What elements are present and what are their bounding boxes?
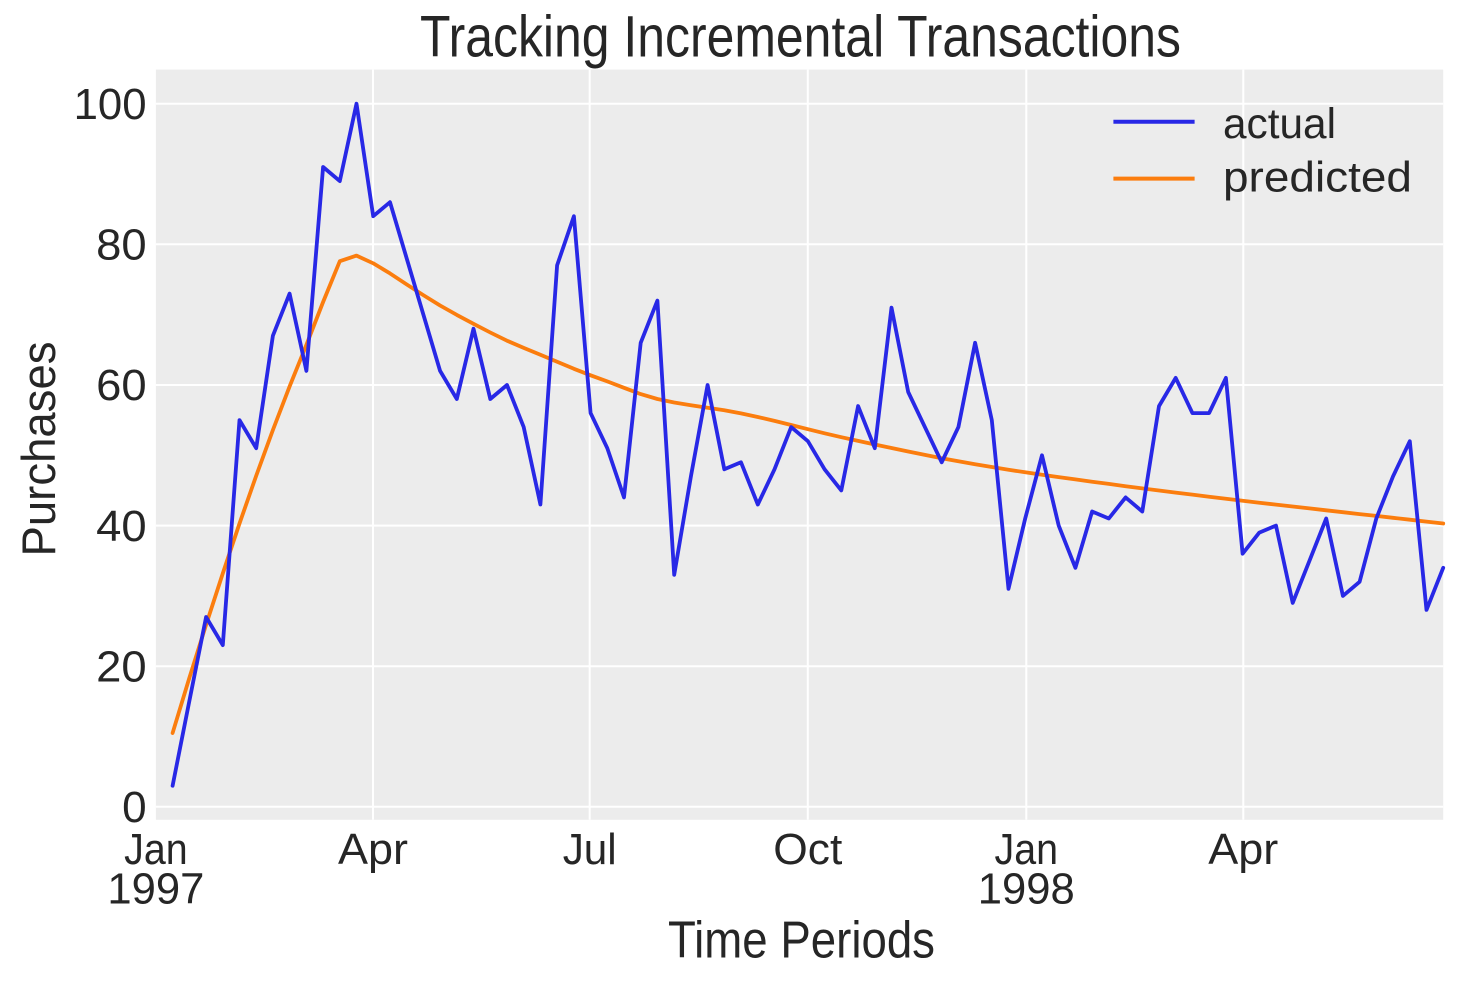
svg-text:Jul: Jul (563, 825, 617, 874)
svg-text:100: 100 (74, 80, 147, 129)
svg-text:Apr: Apr (1208, 825, 1278, 874)
svg-text:40: 40 (96, 502, 147, 551)
svg-text:1998: 1998 (978, 865, 1075, 914)
svg-text:60: 60 (96, 361, 147, 410)
svg-text:0: 0 (122, 783, 147, 832)
svg-text:predicted: predicted (1223, 154, 1412, 202)
svg-text:Oct: Oct (773, 825, 842, 874)
svg-text:Tracking Incremental Transacti: Tracking Incremental Transactions (420, 4, 1181, 69)
svg-text:actual: actual (1223, 100, 1336, 148)
svg-text:80: 80 (96, 221, 147, 270)
svg-text:Time Periods: Time Periods (668, 912, 935, 970)
svg-text:Apr: Apr (338, 825, 408, 874)
svg-text:20: 20 (96, 642, 147, 691)
svg-text:Jan: Jan (995, 825, 1059, 874)
svg-text:Jan: Jan (124, 825, 188, 874)
svg-text:Purchases: Purchases (12, 342, 65, 557)
svg-text:1997: 1997 (107, 865, 204, 914)
